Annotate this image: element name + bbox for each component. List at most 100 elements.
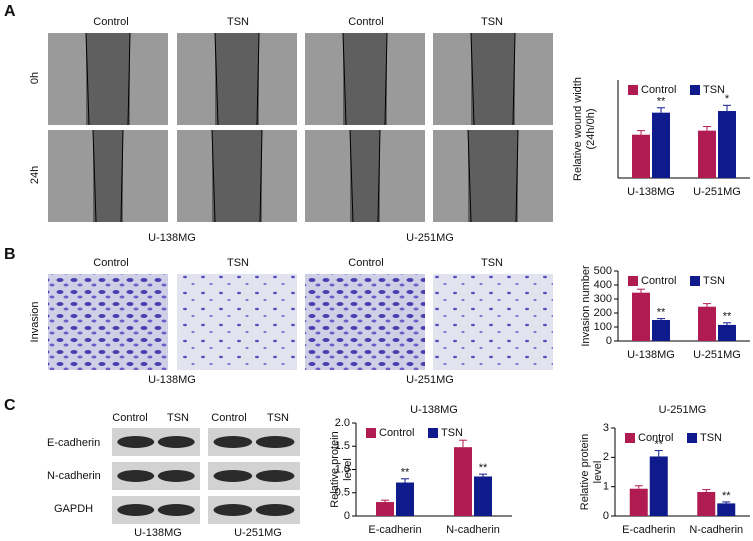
wound-edge [512,32,516,126]
panel-label: C [4,397,16,414]
y-tick-label: 3 [603,422,609,434]
y-axis-label: Relative protein [329,431,341,507]
legend-swatch [687,433,697,443]
wound [471,33,515,125]
bar [652,112,670,178]
column-label: Control [348,16,383,28]
y-axis-label: (24h/0h) [585,109,597,150]
error-bar [722,501,731,504]
chart-title: U-251MG [659,404,707,416]
legend-label: Control [638,432,673,444]
bar [698,306,716,341]
panel-label: A [4,3,16,20]
column-label: Control [211,412,246,424]
column-label: Control [112,412,147,424]
error-bar [637,130,645,135]
micrograph [177,274,297,370]
error-bar [703,126,711,131]
legend-swatch [628,276,638,286]
x-tick-label: N-cadherin [446,524,500,536]
bar [649,456,668,516]
error-bar [702,489,711,492]
wound-edge [211,129,216,223]
band [255,436,295,448]
bar [632,292,650,341]
legend-swatch [366,428,376,438]
wound-edge [377,129,381,223]
band [213,436,253,448]
cell-line-label: U-138MG [148,374,196,386]
error-bar [657,107,665,113]
column-label: TSN [481,16,503,28]
wound-edge [214,32,219,126]
bar [697,491,716,516]
legend-label: Control [641,275,676,287]
wound-edge [515,129,519,223]
wound-edge [470,32,475,126]
protein-label: E-cadherin [47,437,100,449]
column-label: Control [348,257,383,269]
band [157,470,195,482]
wound [468,130,518,222]
significance: ** [657,96,666,108]
y-tick-label: 100 [594,321,612,333]
significance: ** [723,311,732,323]
micrograph [433,274,553,370]
wound [93,130,123,222]
wound [215,33,259,125]
column-label: TSN [227,16,249,28]
x-tick-label: U-251MG [693,186,741,198]
x-tick-label: E-cadherin [368,524,421,536]
bar [376,502,394,516]
band [117,504,155,516]
wound-edge [384,32,388,126]
error-bar [459,439,467,448]
legend-swatch [690,85,700,95]
y-tick-label: 1 [603,481,609,493]
error-bar [723,104,731,112]
bar [718,324,736,341]
y-tick-label: 200 [594,307,612,319]
bar [718,111,736,178]
x-tick-label: N-cadherin [689,524,743,536]
legend-label: Control [379,427,414,439]
error-bar [634,485,643,489]
legend-label: TSN [703,275,725,287]
cell-line-label: U-251MG [234,527,282,539]
y-tick-label: 0 [606,335,612,347]
band [255,470,295,482]
bar [396,482,414,516]
y-tick-label: 400 [594,279,612,291]
wound-edge [127,32,131,126]
band [255,504,295,516]
legend-label: TSN [703,84,725,96]
significance: * [725,93,730,105]
column-label: TSN [227,257,249,269]
wound [343,33,387,125]
row-label: 0h [29,72,41,84]
protein-label: GAPDH [54,503,93,515]
y-tick-label: 1.0 [335,463,350,475]
error-bar [637,288,645,293]
band [157,504,195,516]
y-tick-label: 2.0 [335,417,350,429]
column-label: TSN [167,412,189,424]
y-axis-label: level [342,458,354,481]
y-tick-label: 1.5 [335,440,350,452]
significance: ** [654,438,663,450]
x-tick-label: U-251MG [693,349,741,361]
micrographs [48,32,553,524]
significance: ** [722,490,731,502]
row-label: 24h [29,166,41,184]
wound-edge [85,32,90,126]
y-tick-label: 500 [594,265,612,277]
bar [454,447,472,516]
bar [474,476,492,516]
y-tick-label: 2 [603,451,609,463]
error-bar [654,450,663,457]
cell-line-label: U-251MG [406,232,454,244]
cell-line-label: U-251MG [406,374,454,386]
legend-swatch [690,276,700,286]
band [213,504,253,516]
y-axis-label: Relative wound width [572,77,584,181]
